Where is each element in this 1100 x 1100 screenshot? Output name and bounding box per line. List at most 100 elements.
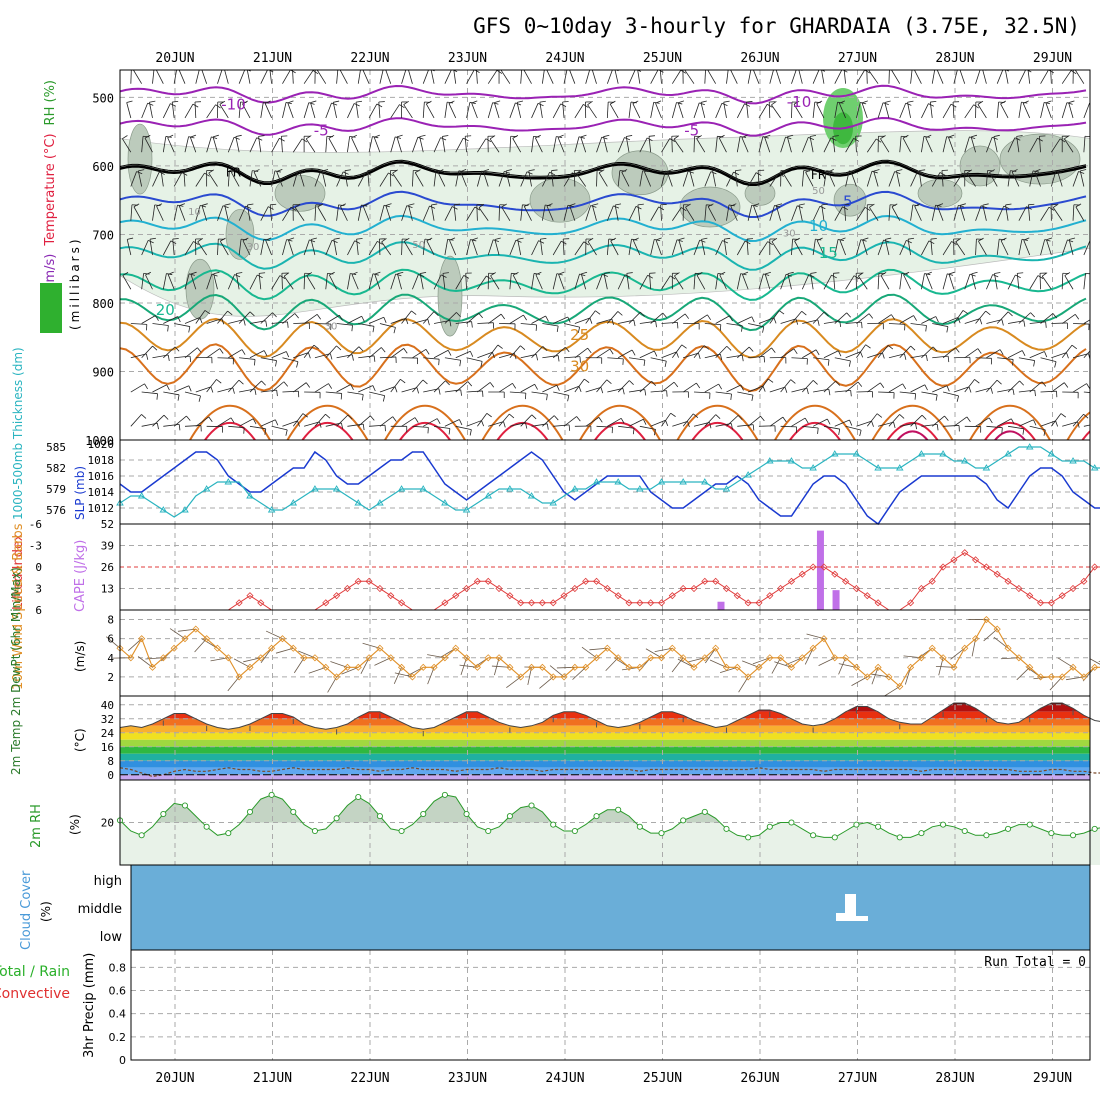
wind-barb	[138, 169, 145, 172]
wind-barb	[340, 203, 346, 207]
wind-barb	[953, 310, 964, 324]
wind-speed-point	[517, 673, 525, 681]
wind-barb	[1053, 203, 1059, 208]
wind-barb	[866, 171, 873, 187]
wind-barb	[189, 137, 197, 153]
wind-barb	[546, 205, 554, 221]
wind-barb	[595, 310, 601, 315]
wind-barb-10m	[374, 657, 391, 666]
wind-barb	[477, 413, 488, 427]
wind-barb	[517, 237, 524, 240]
wind-speed-point	[982, 615, 990, 624]
thickness-point	[1004, 450, 1012, 457]
wind-barb	[133, 70, 143, 84]
wind-barb	[426, 240, 435, 256]
wind-barb	[287, 239, 294, 256]
wind-barb	[376, 103, 383, 108]
lifted-index-point	[549, 599, 557, 607]
thickness-point	[397, 485, 406, 492]
rh-point	[723, 825, 730, 832]
wind-barb	[469, 351, 474, 357]
date-label-bottom: 23JUN	[448, 1071, 487, 1086]
wind-barb	[785, 273, 792, 277]
wind-barb	[787, 273, 792, 290]
wind-barb	[888, 171, 896, 187]
wind-barb	[292, 413, 304, 427]
date-label-bottom: 29JUN	[1033, 1071, 1072, 1086]
wind-barb	[280, 136, 283, 153]
wind-barb	[859, 430, 862, 437]
rh-shade-dark	[437, 255, 463, 337]
wind-barb	[260, 102, 264, 119]
wind-barb	[347, 103, 355, 119]
wind-barb	[977, 104, 987, 119]
wind-barb	[440, 137, 447, 141]
wind-barb	[372, 326, 375, 333]
temperature-band	[120, 753, 1090, 761]
thickness-point	[224, 478, 233, 485]
wind-barb	[1061, 344, 1073, 359]
wind-barb	[633, 320, 636, 327]
wind-barb	[314, 383, 329, 393]
wind-barb	[381, 238, 387, 243]
wind-barb	[230, 417, 235, 424]
wind-barb	[581, 271, 588, 275]
wind-barb	[166, 384, 170, 391]
wind-barb	[633, 237, 639, 241]
temperature-band	[120, 739, 1090, 747]
thickness-point	[766, 457, 774, 464]
wind-barb	[628, 311, 641, 324]
wind-barb	[299, 169, 306, 172]
lifted-index-point	[473, 577, 481, 585]
wind-barb	[1070, 70, 1077, 75]
wind-barb	[730, 70, 738, 84]
rh-point	[831, 834, 838, 841]
wind-barb	[515, 239, 522, 243]
wind-barb	[553, 316, 568, 324]
wind-barb	[637, 67, 643, 68]
wind-speed-point	[928, 644, 936, 652]
isotherm-line	[120, 268, 1087, 301]
isotherm-line	[871, 404, 954, 440]
wind-barb	[560, 103, 567, 108]
wind-barb	[1001, 319, 1004, 326]
wind-barb	[246, 70, 251, 84]
wind-barb	[834, 102, 838, 119]
lifted-index-point	[506, 592, 514, 600]
wind-barb	[130, 171, 137, 187]
wind-barb	[850, 390, 852, 397]
wind-barb	[758, 241, 769, 256]
wind-barb	[471, 102, 478, 119]
wind-barb	[942, 347, 956, 359]
wind-speed-point	[993, 625, 1001, 633]
wind-barb	[356, 238, 363, 240]
wind-barb	[707, 314, 712, 321]
wind-barb	[195, 70, 200, 84]
rh-label: 10	[188, 207, 201, 218]
wind-barb	[682, 171, 689, 187]
wind-barb	[1064, 275, 1074, 290]
wind-barb	[340, 206, 348, 221]
wind-barb	[947, 273, 954, 276]
wind-barb	[537, 102, 544, 107]
wind-barb	[512, 138, 522, 153]
wind-barb-10m	[605, 657, 619, 672]
wind-barb	[996, 311, 1009, 324]
wind-barb	[477, 382, 491, 393]
wind-barb	[509, 422, 526, 427]
rh-shade-dark	[679, 186, 741, 228]
wind-barb	[512, 274, 522, 290]
wind-barb	[253, 169, 260, 173]
wind-barb	[195, 205, 201, 221]
rh-point	[463, 810, 470, 818]
wind-barb	[617, 170, 621, 187]
wind-barb	[217, 70, 223, 84]
wind-barb	[412, 137, 419, 153]
wind-barb	[412, 425, 429, 428]
cape-tick: 52	[101, 518, 114, 531]
wind-barb	[433, 349, 449, 359]
isotherm-line	[120, 293, 1087, 332]
wind-barb	[444, 419, 460, 427]
lifted-index-point	[1015, 584, 1023, 593]
wind-barb	[812, 239, 816, 256]
